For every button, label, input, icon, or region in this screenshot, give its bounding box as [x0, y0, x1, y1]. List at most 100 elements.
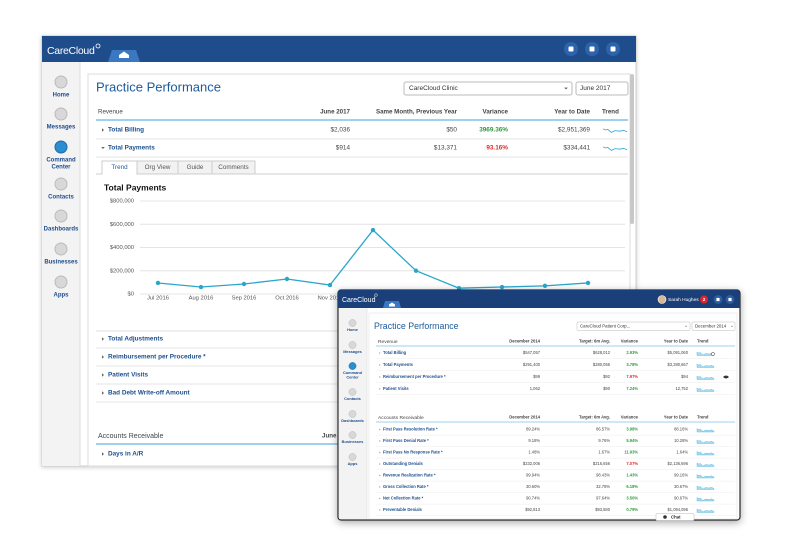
cell: $334,441	[563, 145, 590, 152]
notification-count: 2	[703, 297, 706, 302]
column-header: June 2017	[320, 109, 350, 116]
nav-icon[interactable]	[54, 209, 68, 223]
tab[interactable]	[211, 160, 256, 175]
row-label[interactable]: Bad Debt Write-off Amount	[108, 390, 191, 397]
row-label[interactable]: Patient Visits	[383, 386, 409, 391]
tab-label[interactable]: Trend	[111, 164, 128, 171]
nav-label[interactable]: Center	[51, 165, 71, 171]
nav-icon[interactable]	[348, 453, 357, 461]
nav-icon[interactable]	[54, 275, 68, 289]
row-label[interactable]: First Pass Resolution Rate *	[383, 427, 438, 432]
scrollbar	[630, 74, 634, 224]
nav-icon[interactable]	[348, 362, 357, 370]
user-name[interactable]: Sarah Hughes	[668, 297, 699, 303]
expand-arrow	[379, 440, 381, 442]
nav-label[interactable]: Businesses	[342, 439, 364, 444]
row-label[interactable]: Total Billing	[383, 350, 407, 355]
logo-mark	[95, 43, 101, 49]
chat-button[interactable]	[655, 513, 695, 521]
column-header: June 2017	[322, 433, 352, 440]
hand-cursor	[711, 352, 715, 356]
y-tick-label: $600,000	[110, 222, 134, 228]
data-point	[155, 280, 161, 286]
organization-value: CareCloud Clinic	[409, 85, 459, 92]
chart-title: Total Payments	[104, 182, 166, 192]
nav-icon[interactable]	[54, 242, 68, 256]
cell: 30.60%	[526, 484, 540, 489]
nav-label[interactable]: Contacts	[344, 396, 361, 401]
column-header: Trend	[697, 415, 709, 420]
row-label[interactable]: First Pass No Response Rate *	[383, 450, 443, 455]
nav-label[interactable]: Home	[347, 327, 359, 332]
data-point	[585, 280, 591, 286]
sparkline-area	[696, 485, 715, 490]
nav-label[interactable]: Command	[343, 370, 363, 375]
row-label[interactable]: Preventable Denials	[383, 507, 423, 512]
row-label[interactable]: First Pass Denial Rate *	[383, 438, 429, 443]
x-tick-label: Jul 2016	[147, 296, 169, 302]
y-tick-label: $200,000	[110, 268, 134, 274]
nav-label[interactable]: Messages	[343, 349, 362, 354]
chat-label[interactable]: Chat	[671, 514, 681, 519]
nav-icon[interactable]	[54, 177, 68, 191]
notification-badge[interactable]	[700, 295, 708, 304]
row-label[interactable]: Total Adjustments	[108, 336, 163, 343]
nav-label[interactable]: Apps	[54, 293, 70, 299]
period-select[interactable]	[575, 81, 629, 96]
row-label[interactable]: Total Billing	[108, 127, 144, 134]
cell: 9.18%	[528, 438, 540, 443]
row-label[interactable]: Revenue Realization Rate *	[383, 473, 436, 478]
x-tick-label: Nov 2016	[318, 296, 343, 302]
expand-arrow	[379, 352, 381, 354]
period-select[interactable]	[691, 321, 736, 331]
nav-icon[interactable]	[54, 140, 68, 154]
nav-icon[interactable]	[348, 388, 357, 396]
nav-label[interactable]: Businesses	[44, 260, 78, 266]
expand-arrow	[102, 128, 104, 132]
cell: 5.94%	[626, 438, 638, 443]
row-label[interactable]: Total Payments	[383, 362, 414, 367]
nav-label[interactable]: Home	[53, 93, 70, 99]
toolbar-icon	[568, 46, 574, 52]
nav-label[interactable]: Messages	[47, 125, 76, 131]
row-label[interactable]: Gross Collection Rate *	[383, 484, 429, 489]
tab-label[interactable]: Comments	[218, 164, 248, 171]
data-point	[542, 283, 548, 289]
nav-label[interactable]: Center	[346, 375, 359, 380]
row-label[interactable]: Net Collection Rate *	[383, 496, 424, 501]
row-label[interactable]: Reimbursement per Procedure *	[108, 354, 206, 361]
tab-label[interactable]: Org View	[145, 164, 171, 171]
row-label[interactable]: Patient Visits	[108, 372, 148, 379]
column-header: Target: 6m Avg.	[579, 415, 610, 420]
organization-select[interactable]	[576, 321, 691, 331]
sparkline-area	[696, 462, 715, 467]
data-point	[499, 284, 505, 290]
cell: 1.64%	[676, 450, 688, 455]
nav-icon[interactable]	[348, 431, 357, 439]
tab-label[interactable]: Guide	[187, 164, 204, 171]
nav-label[interactable]: Dashboards	[341, 418, 364, 423]
nav-label[interactable]: Command	[46, 158, 76, 164]
cell: $232,006	[523, 461, 541, 466]
sparkline-area	[696, 497, 715, 502]
expand-arrow	[102, 452, 104, 456]
row-label[interactable]: Reimbursement per Procedure *	[383, 374, 446, 379]
cell: 3.50%	[626, 496, 638, 501]
nav-label[interactable]: Dashboards	[44, 227, 79, 233]
row-label[interactable]: Outstanding Denials	[383, 461, 424, 466]
expand-arrow	[379, 376, 381, 378]
data-point	[241, 281, 247, 287]
organization-select[interactable]	[403, 81, 573, 96]
nav-label[interactable]: Contacts	[48, 195, 74, 201]
nav-icon[interactable]	[54, 107, 68, 121]
row-label[interactable]: Total Payments	[108, 145, 155, 152]
nav-icon[interactable]	[348, 319, 357, 327]
nav-label[interactable]: Apps	[348, 461, 358, 466]
user-avatar[interactable]	[657, 295, 667, 304]
nav-icon[interactable]	[348, 341, 357, 349]
nav-icon[interactable]	[54, 75, 68, 89]
row-label[interactable]: Days in A/R	[108, 451, 144, 458]
nav-icon[interactable]	[348, 410, 357, 418]
cell: 32.78%	[596, 484, 610, 489]
expand-arrow	[564, 87, 568, 90]
